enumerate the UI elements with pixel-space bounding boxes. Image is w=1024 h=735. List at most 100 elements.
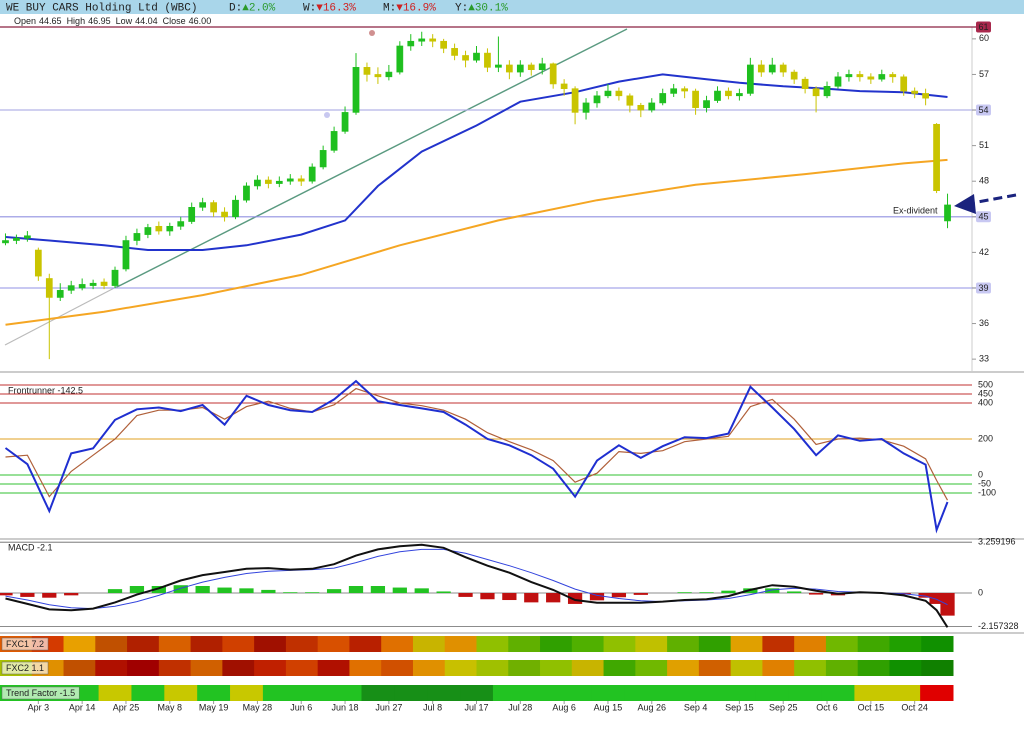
candle-body [527,64,535,71]
candle-body [144,227,152,235]
heat-cell [222,660,255,676]
candle-body [210,202,217,213]
heat-cell [635,660,668,676]
candle-body [341,112,349,132]
candle-body [177,221,185,227]
candle-body [538,63,546,71]
histogram-bar [765,588,780,594]
candle-body [878,74,886,80]
histogram-bar [283,592,298,594]
heat-cell [540,660,573,676]
candle-body [56,290,64,298]
candle-body [681,88,688,92]
heat-cell [755,685,790,701]
change-value: 16.3% [323,2,356,14]
histogram-bar [480,593,495,600]
heat-cell [230,685,264,701]
candle-body [505,64,513,73]
candle-body [856,74,864,78]
ohlc-label: Low [116,16,133,26]
heat-cell [540,636,573,652]
histogram-bar [392,587,407,594]
header-band [0,0,1024,14]
candle-body [34,249,42,277]
candle-body [188,207,196,222]
candle-body [67,285,75,291]
panel-title: Frontrunner -142.5 [8,385,83,395]
heat-cell [444,636,477,652]
change-arrow: ▲ [468,2,475,14]
candle-body [736,93,743,97]
x-tick-label: May 19 [199,702,229,712]
candle-body [495,64,502,68]
candle-body [593,95,601,104]
heat-cell [158,660,192,676]
trend-line [114,28,628,289]
x-tick-label: Sep 15 [725,702,754,712]
level-box [976,104,991,116]
candle-body [133,233,141,241]
histogram-bar [305,592,320,594]
y-tick-label: 500 [978,379,993,389]
candle-body [604,90,612,97]
x-tick-label: Sep 25 [769,702,798,712]
heat-cell [381,636,414,652]
x-tick-label: Jul 17 [464,702,488,712]
heat-cell [190,636,223,652]
candle-body [560,83,568,89]
heat-cell [657,685,691,701]
heat-cell [95,636,128,652]
level-label: 61 [978,22,988,32]
candle-body [692,90,699,108]
candle-body [286,178,294,182]
x-tick-label: Aug 26 [637,702,666,712]
candle-body [834,76,842,87]
candle-body [2,240,9,244]
heat-cell [730,636,763,652]
histogram-bar [633,593,648,595]
moving-average [5,73,948,251]
histogram-bar [239,588,254,594]
header-title: WE BUY CARS Holding Ltd (WBC) [6,2,197,14]
candle-body [451,48,458,56]
heat-cell [508,636,541,652]
signal-line [5,548,948,610]
candle-body [746,64,754,94]
candle-body [637,104,645,111]
heat-cell [690,685,724,701]
strip-label-bg [1,637,49,651]
header-change: W:▼16.3% [303,2,356,14]
heat-cell [131,685,165,701]
x-tick-label: Sep 4 [684,702,708,712]
level-label: 45 [978,212,988,222]
y-tick-label: 450 [978,388,993,398]
candle-body [812,88,820,97]
candle-body [24,235,31,239]
heat-cell [698,660,732,676]
candle-body [254,179,261,187]
y-tick-label: 0 [978,587,983,597]
histogram-bar [370,586,386,594]
heat-cell [381,660,414,676]
candle-body [867,76,875,80]
histogram-bar [20,593,35,597]
candle-body [549,63,557,85]
x-tick-label: May 8 [158,702,183,712]
heat-cell [794,636,827,652]
strip-label: Trend Factor -1.5 [6,688,75,698]
candle-body [845,74,853,78]
candle-body [122,240,130,270]
candle-body [900,76,908,92]
candle-body [100,281,108,286]
annotation-arrowhead [954,194,976,214]
heat-cell [197,685,231,701]
trend-line [4,284,121,346]
candle-body [330,131,338,151]
candle-body [626,95,634,106]
y-tick-label: 51 [979,140,989,150]
candle-body [78,284,86,289]
candle-body [473,52,480,61]
histogram-bar [414,588,429,594]
